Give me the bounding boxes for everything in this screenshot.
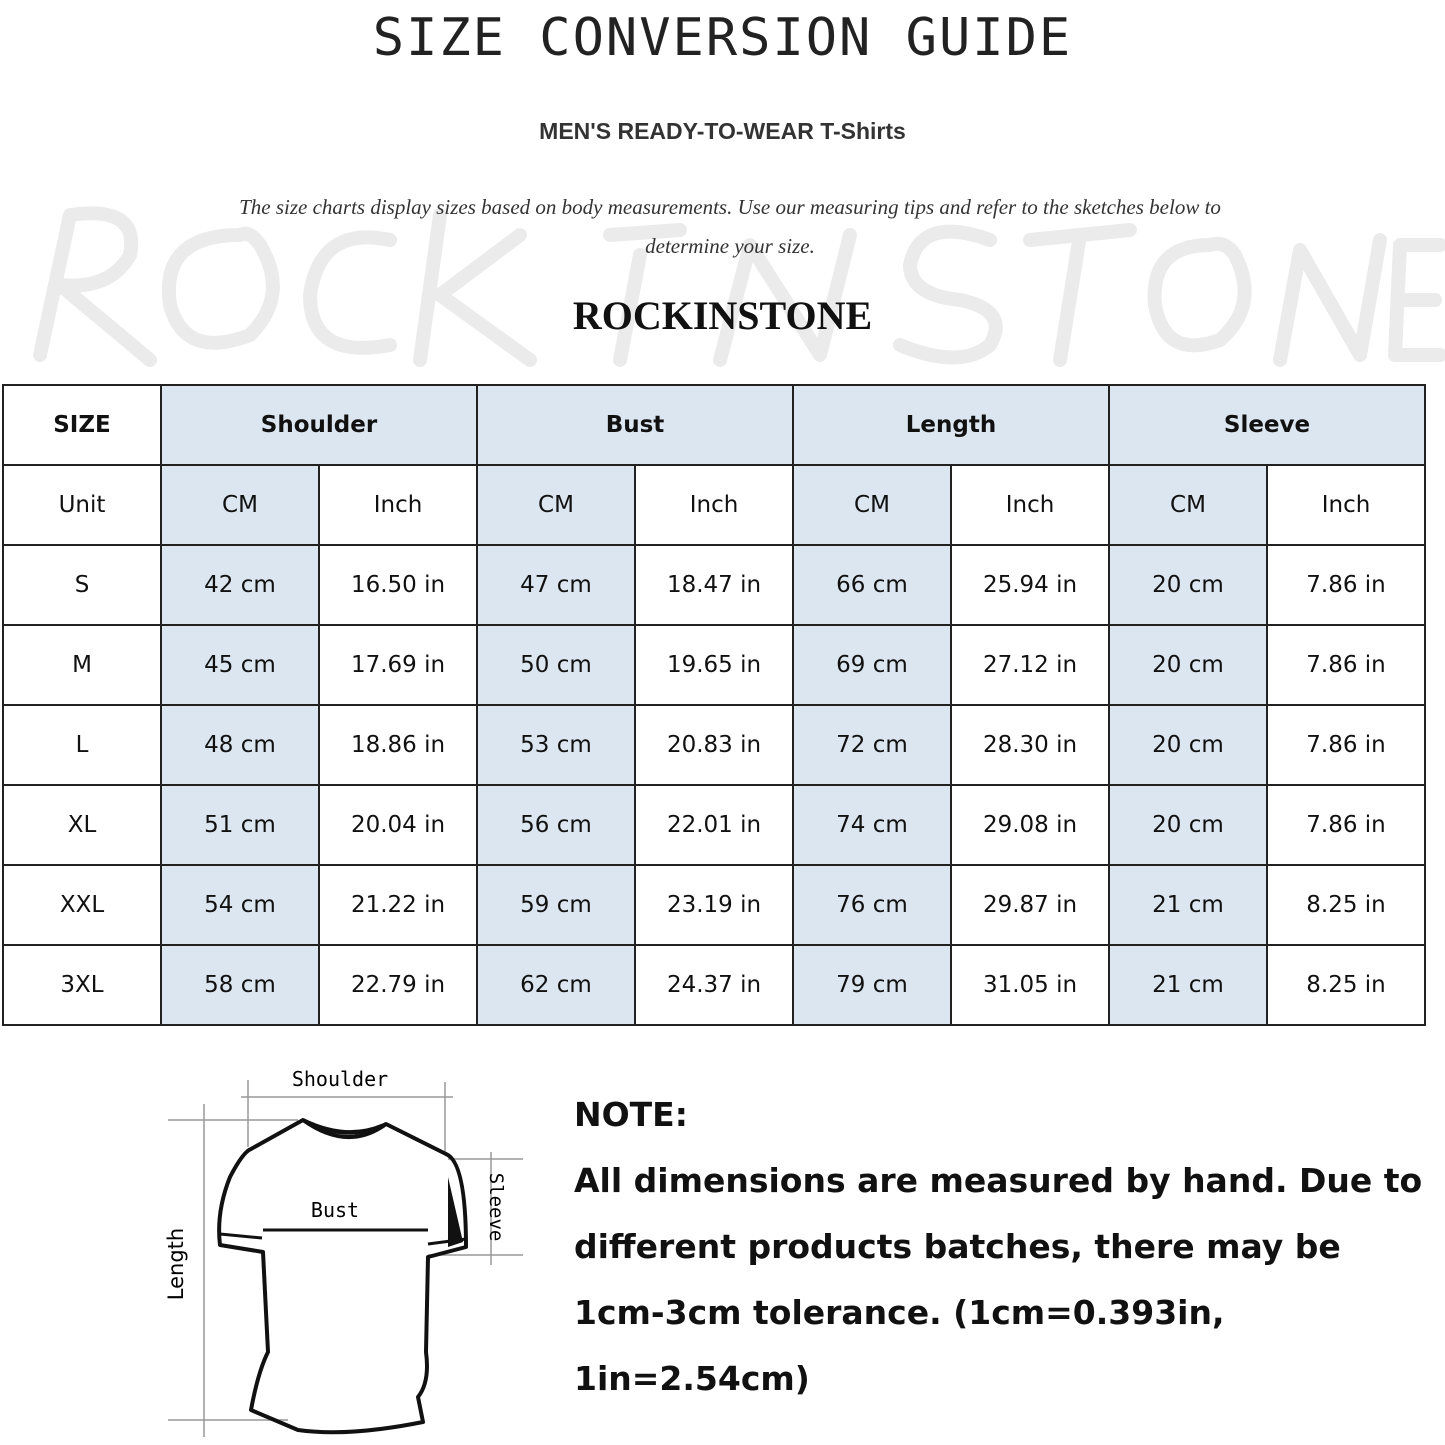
value-cell: 45 cm	[160, 624, 320, 706]
value-cell: 27.12 in	[950, 624, 1110, 706]
value-cell: 20 cm	[1108, 784, 1268, 866]
value-cell: 21.22 in	[318, 864, 478, 946]
header-bust: Bust	[476, 384, 794, 466]
page-title: SIZE CONVERSION GUIDE	[372, 8, 1073, 68]
note: NOTE: All dimensions are measured by han…	[574, 1082, 1434, 1412]
value-cell: 79 cm	[792, 944, 952, 1026]
value-cell: Inch	[634, 464, 794, 546]
value-cell: 53 cm	[476, 704, 636, 786]
size-cell: XXL	[2, 864, 162, 946]
value-cell: 20.83 in	[634, 704, 794, 786]
unit-label: Unit	[2, 464, 162, 546]
value-cell: 7.86 in	[1266, 624, 1426, 706]
value-cell: 58 cm	[160, 944, 320, 1026]
value-cell: 51 cm	[160, 784, 320, 866]
value-cell: 22.01 in	[634, 784, 794, 866]
value-cell: 20.04 in	[318, 784, 478, 866]
header-sleeve: Sleeve	[1108, 384, 1426, 466]
value-cell: 7.86 in	[1266, 704, 1426, 786]
value-cell: 21 cm	[1108, 944, 1268, 1026]
brand-name: ROCKINSTONE	[572, 293, 873, 338]
value-cell: 59 cm	[476, 864, 636, 946]
value-cell: 23.19 in	[634, 864, 794, 946]
brand-watermark	[33, 206, 1445, 367]
value-cell: 7.86 in	[1266, 544, 1426, 626]
unit-row: Unit CM Inch CM Inch CM Inch CM Inch	[2, 464, 1426, 546]
value-cell: Inch	[950, 464, 1110, 546]
value-cell: 8.25 in	[1266, 864, 1426, 946]
value-cell: 16.50 in	[318, 544, 478, 626]
tshirt-sketch: Shoulder Bust Sleeve Length	[164, 1067, 523, 1437]
value-cell: CM	[476, 464, 636, 546]
value-cell: 7.86 in	[1266, 784, 1426, 866]
table-row: S 42 cm 16.50 in 47 cm 18.47 in 66 cm 25.94 in…	[2, 544, 1426, 626]
value-cell: 50 cm	[476, 624, 636, 706]
value-cell: 20 cm	[1108, 624, 1268, 706]
value-cell: 42 cm	[160, 544, 320, 626]
table-row: XL 51 cm 20.04 in 56 cm 22.01 in 74 cm 29.08 i…	[2, 784, 1426, 866]
value-cell: 21 cm	[1108, 864, 1268, 946]
size-table: SIZE Shoulder Bust Length Sleeve Unit CM I…	[2, 384, 1426, 1026]
value-cell: CM	[160, 464, 320, 546]
header-length: Length	[792, 384, 1110, 466]
table-row: M 45 cm 17.69 in 50 cm 19.65 in 69 cm 27.12 in…	[2, 624, 1426, 706]
table-row: 3XL 58 cm 22.79 in 62 cm 24.37 in 79 cm 31.05 …	[2, 944, 1426, 1026]
size-cell: XL	[2, 784, 162, 866]
value-cell: 56 cm	[476, 784, 636, 866]
value-cell: 69 cm	[792, 624, 952, 706]
value-cell: 20 cm	[1108, 544, 1268, 626]
value-cell: 19.65 in	[634, 624, 794, 706]
value-cell: CM	[792, 464, 952, 546]
value-cell: Inch	[1266, 464, 1426, 546]
value-cell: 47 cm	[476, 544, 636, 626]
value-cell: 76 cm	[792, 864, 952, 946]
value-cell: 25.94 in	[950, 544, 1110, 626]
value-cell: 74 cm	[792, 784, 952, 866]
value-cell: 24.37 in	[634, 944, 794, 1026]
table-row: XXL 54 cm 21.22 in 59 cm 23.19 in 76 cm 29.87 …	[2, 864, 1426, 946]
value-cell: 18.86 in	[318, 704, 478, 786]
table-row: L 48 cm 18.86 in 53 cm 20.83 in 72 cm 28.30 in…	[2, 704, 1426, 786]
value-cell: 17.69 in	[318, 624, 478, 706]
value-cell: 29.87 in	[950, 864, 1110, 946]
intro-text: The size charts display sizes based on b…	[239, 195, 1221, 258]
value-cell: 62 cm	[476, 944, 636, 1026]
size-cell: 3XL	[2, 944, 162, 1026]
header-size: SIZE	[2, 384, 162, 466]
value-cell: 8.25 in	[1266, 944, 1426, 1026]
value-cell: 54 cm	[160, 864, 320, 946]
note-heading: NOTE:	[574, 1095, 688, 1134]
size-cell: S	[2, 544, 162, 626]
header-shoulder: Shoulder	[160, 384, 478, 466]
sketch-label-shoulder: Shoulder	[292, 1067, 388, 1091]
value-cell: 22.79 in	[318, 944, 478, 1026]
value-cell: CM	[1108, 464, 1268, 546]
value-cell: 66 cm	[792, 544, 952, 626]
value-cell: 48 cm	[160, 704, 320, 786]
header-row: SIZE Shoulder Bust Length Sleeve	[2, 384, 1426, 466]
value-cell: 29.08 in	[950, 784, 1110, 866]
value-cell: 20 cm	[1108, 704, 1268, 786]
value-cell: 28.30 in	[950, 704, 1110, 786]
value-cell: 31.05 in	[950, 944, 1110, 1026]
sketch-label-length: Length	[164, 1228, 188, 1300]
note-text: All dimensions are measured by hand. Due…	[574, 1161, 1423, 1398]
sketch-label-sleeve: Sleeve	[485, 1173, 507, 1242]
size-cell: M	[2, 624, 162, 706]
value-cell: 72 cm	[792, 704, 952, 786]
subtitle: MEN'S READY-TO-WEAR T-Shirts	[539, 118, 906, 144]
size-cell: L	[2, 704, 162, 786]
value-cell: 18.47 in	[634, 544, 794, 626]
value-cell: Inch	[318, 464, 478, 546]
sketch-label-bust: Bust	[311, 1198, 359, 1222]
